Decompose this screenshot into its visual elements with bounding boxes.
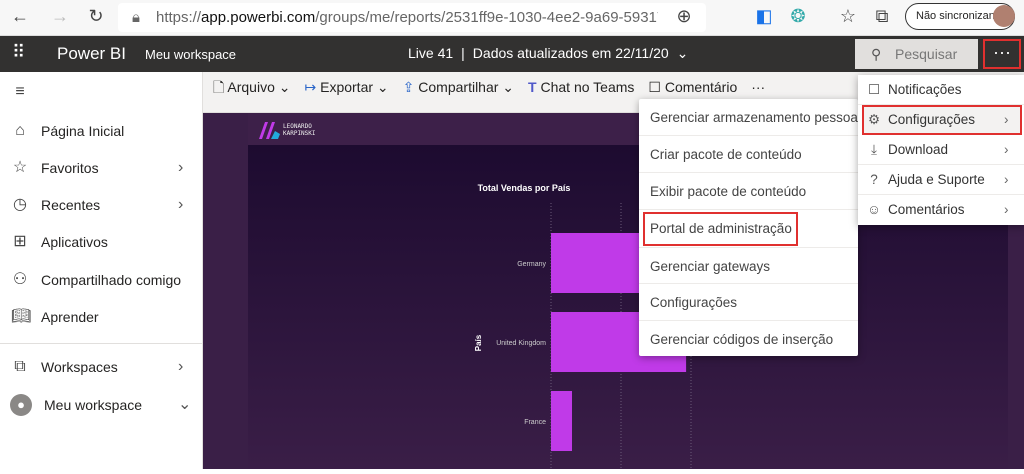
collections-icon[interactable]: ⧉ <box>875 6 889 26</box>
bar-france[interactable] <box>551 391 572 451</box>
smiley-icon: ☺ <box>867 202 881 217</box>
sidebar-item-home[interactable]: ⌂ Página Inicial <box>0 114 203 148</box>
address-bar[interactable]: 🔒︎ https://app.powerbi.com/groups/me/repo… <box>118 3 658 32</box>
share-icon: ⇪ <box>402 79 415 95</box>
bell-icon: ☐ <box>867 82 881 97</box>
sidebar-item-favorites[interactable]: ☆ Favoritos › <box>0 151 203 185</box>
sidebar-item-my-workspace[interactable]: ● Meu workspace ⌄ <box>0 388 203 422</box>
report-name: Live 41 <box>408 45 454 61</box>
chart-title: Total Vendas por País <box>478 183 571 193</box>
category-label: Germany <box>517 261 546 268</box>
toolbar-more-button[interactable]: ··· <box>751 79 766 95</box>
menu-item-help[interactable]: ? Ajuda e Suporte › <box>858 165 1024 195</box>
sidebar-item-recent[interactable]: ◷ Recentes › <box>0 188 203 222</box>
menu-item-feedback[interactable]: ☺ Comentários › <box>858 195 1024 225</box>
file-icon: 🗋︎ <box>213 79 225 95</box>
configuracoes-submenu: Gerenciar armazenamento pessoal Criar pa… <box>639 99 861 356</box>
refresh-icon[interactable]: ↻ <box>88 6 104 26</box>
chevron-right-icon: › <box>1004 112 1009 127</box>
address-bar-actions <box>658 3 706 32</box>
star-icon: ☆ <box>12 159 28 176</box>
profile-sync-button[interactable]: Não sincronizando <box>905 3 1015 30</box>
separator: | <box>461 45 465 61</box>
menu-item-configuracoes[interactable]: ⚙ Configurações › <box>862 105 1022 135</box>
lock-icon: 🔒︎ <box>132 9 140 26</box>
chevron-right-icon: › <box>178 159 184 176</box>
comment-icon: ☐ <box>648 79 661 95</box>
app-name[interactable]: Power BI <box>57 44 126 63</box>
search-icon: ⚲ <box>871 46 882 62</box>
chevron-right-icon: › <box>1004 202 1009 217</box>
category-label: United Kingdom <box>496 340 546 347</box>
help-icon: ? <box>870 172 878 187</box>
clock-icon: ◷ <box>13 196 27 213</box>
teams-chat-button[interactable]: T Chat no Teams <box>528 79 635 95</box>
menu-item-settings[interactable]: Configurações <box>639 284 858 321</box>
chevron-right-icon: › <box>1004 172 1009 187</box>
export-menu[interactable]: ↦ Exportar ⌄ <box>304 79 389 95</box>
avatar-icon: ● <box>10 394 32 416</box>
svg-text:KARPINSKI: KARPINSKI <box>283 130 316 137</box>
menu-item-manage-gateways[interactable]: Gerenciar gateways <box>639 247 858 284</box>
gear-icon: ⚙ <box>867 112 881 127</box>
search-button[interactable]: ⚲ Pesquisar <box>855 39 978 69</box>
menu-item-download[interactable]: ⤓ Download › <box>858 135 1024 165</box>
hamburger-icon: ≡ <box>15 83 25 100</box>
extension-icon[interactable]: ❂ <box>790 6 806 26</box>
menu-item-notifications[interactable]: ☐ Notificações <box>858 75 1024 105</box>
menu-item-embed-codes[interactable]: Gerenciar códigos de inserção <box>650 332 834 347</box>
logo: LEONARDO KARPINSKI <box>256 119 328 141</box>
apps-icon: ⊞ <box>13 233 27 250</box>
sidebar-item-workspaces[interactable]: ⧉ Workspaces › <box>0 350 203 384</box>
forward-icon[interactable]: → <box>51 6 69 26</box>
chevron-right-icon: › <box>1004 142 1009 157</box>
sidebar: ≡ ⌂ Página Inicial ☆ Favoritos › ◷ Recentes ›… <box>0 72 203 469</box>
shared-icon: ⚇ <box>12 271 28 288</box>
chevron-down-icon[interactable]: ⌄ <box>676 45 689 61</box>
category-label: France <box>524 419 546 426</box>
browser-bar: ← → ↻ 🔒︎ https://app.powerbi.com/groups/m… <box>0 0 1024 36</box>
highlight-box <box>643 212 798 246</box>
settings-dropdown: ☐ Notificações ⚙ Configurações › ⤓ Download ›… <box>858 75 1024 225</box>
menu-item-view-content-pack[interactable]: Exibir pacote de conteúdo <box>639 173 858 210</box>
workspaces-icon: ⧉ <box>14 358 26 375</box>
sidebar-item-shared[interactable]: ⚇ Compartilhado comigo <box>0 263 203 297</box>
report-info: Live 41 | Dados atualizados em 22/11/20 … <box>408 45 688 62</box>
export-icon: ↦ <box>304 79 317 95</box>
translate-extension-icon[interactable]: ◧ <box>755 6 773 26</box>
chevron-right-icon: › <box>178 358 184 375</box>
sidebar-item-learn[interactable]: 📖︎ Aprender <box>0 300 203 334</box>
app-launcher-icon[interactable]: ⠿ <box>12 42 26 62</box>
menu-item-manage-storage[interactable]: Gerenciar armazenamento pessoal <box>639 99 861 136</box>
share-menu[interactable]: ⇪ Compartilhar ⌄ <box>402 79 515 95</box>
sidebar-item-apps[interactable]: ⊞ Aplicativos <box>0 225 203 259</box>
chevron-right-icon: › <box>178 196 184 213</box>
more-options-button[interactable]: ··· <box>983 39 1021 69</box>
book-icon: 📖︎ <box>11 308 32 325</box>
comment-button[interactable]: ☐ Comentário <box>648 79 738 95</box>
home-icon: ⌂ <box>15 122 25 139</box>
file-menu[interactable]: 🗋︎ Arquivo ⌄ <box>213 79 291 95</box>
hamburger-button[interactable]: ≡ <box>0 75 203 109</box>
workspace-link[interactable]: Meu workspace <box>145 47 237 62</box>
y-axis-label: País <box>474 334 483 351</box>
svg-text:LEONARDO: LEONARDO <box>283 123 312 130</box>
favorites-icon[interactable]: ☆ <box>839 6 857 26</box>
chevron-down-icon: ⌄ <box>178 396 192 413</box>
powerbi-header: ⠿ Power BI Meu workspace Live 41 | Dados… <box>0 36 1024 72</box>
data-updated[interactable]: Dados atualizados em 22/11/20 <box>472 45 669 61</box>
back-icon[interactable]: ← <box>11 6 29 26</box>
download-icon: ⤓ <box>871 142 877 157</box>
divider <box>0 343 202 344</box>
zoom-icon[interactable]: ⊕ <box>676 6 692 26</box>
menu-item-create-content-pack[interactable]: Criar pacote de conteúdo <box>639 136 858 173</box>
teams-icon: T <box>528 79 537 95</box>
menu-item-admin-portal[interactable]: Portal de administração <box>639 210 858 247</box>
avatar <box>993 5 1015 27</box>
